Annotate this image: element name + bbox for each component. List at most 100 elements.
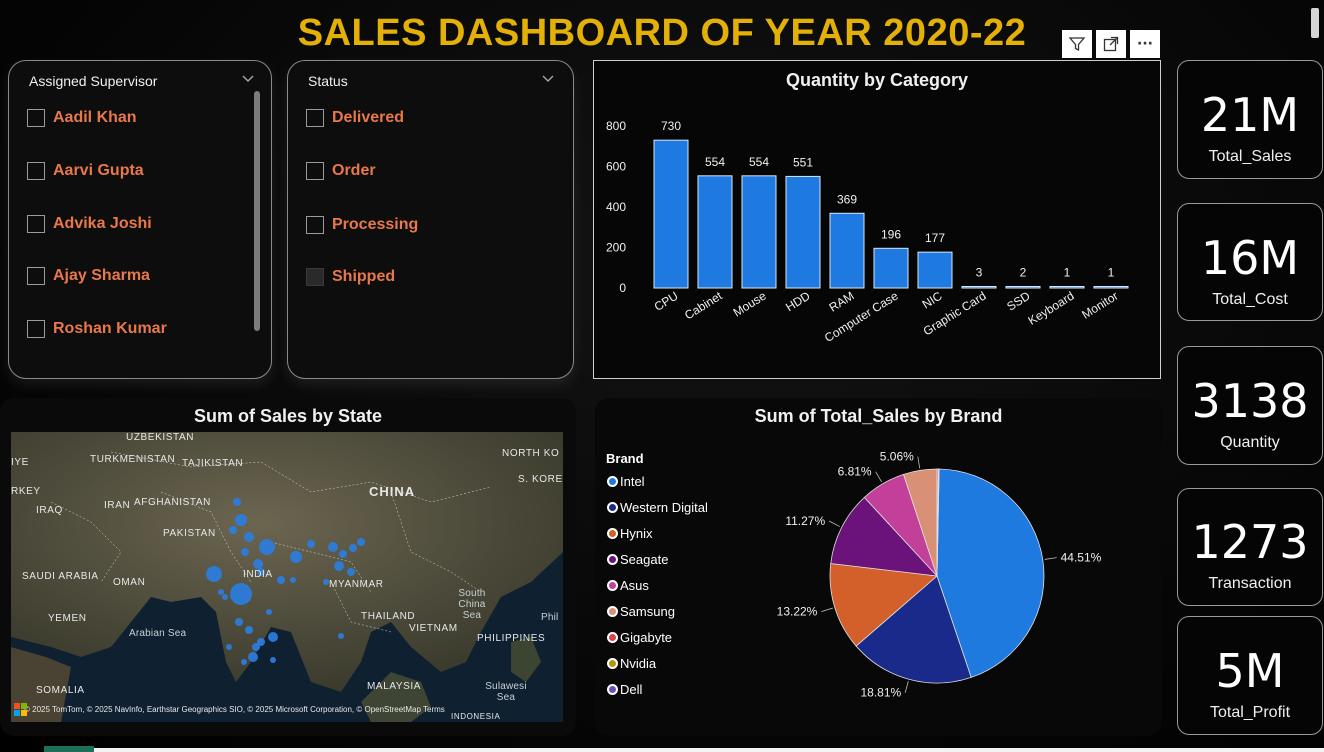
pie-chart: 44.51% 18.81% 13.22% 11.27% 6.81% 5.06% — [777, 450, 1102, 700]
data-label: 2 — [1020, 266, 1027, 280]
map-label-oman: OMAN — [113, 577, 146, 588]
legend-item[interactable]: Dell — [607, 682, 642, 697]
leader-line — [1044, 557, 1057, 560]
map-label-myanmar: MYANMAR — [329, 579, 384, 590]
legend-item[interactable]: Seagate — [607, 552, 668, 567]
legend-item[interactable]: Samsung — [607, 604, 675, 619]
sales-bubble — [339, 550, 347, 558]
chart-title: Quantity by Category — [785, 70, 969, 90]
slicer-item-order[interactable]: Order — [306, 162, 376, 180]
checkbox[interactable] — [306, 216, 324, 234]
sales-bubble — [290, 551, 302, 563]
slicer-item-ajay-sharma[interactable]: Ajay Sharma — [27, 267, 150, 285]
border-lines — [50, 451, 492, 633]
map-attribution[interactable]: © 2025 TomTom, © 2025 NavInfo, Earthstar… — [24, 705, 445, 714]
map-label-iraq: IRAQ — [36, 505, 63, 516]
dashboard-title: SALES DASHBOARD OF YEAR 2020-22 — [297, 12, 1027, 54]
legend-label: Dell — [620, 682, 643, 697]
data-label: 18.81% — [860, 686, 901, 700]
data-label: 1 — [1064, 266, 1071, 280]
sales-bubble — [241, 659, 247, 665]
legend-label: Nvidia — [620, 656, 657, 671]
chevron-down-icon[interactable] — [541, 72, 555, 86]
slicer-item-advika-joshi[interactable]: Advika Joshi — [27, 215, 152, 233]
legend-marker — [607, 684, 618, 695]
sales-bubble — [270, 657, 276, 663]
legend-marker — [607, 632, 618, 643]
bar — [961, 286, 997, 289]
legend-item[interactable]: Western Digital — [607, 500, 708, 515]
bar — [873, 247, 909, 289]
map-canvas[interactable] — [11, 432, 563, 722]
legend-item[interactable]: Gigabyte — [607, 630, 672, 645]
data-label: 554 — [749, 155, 769, 169]
kpi-label: Total_Cost — [1212, 291, 1288, 308]
page-scrollbar[interactable] — [1311, 8, 1319, 38]
map-label-thailand: THAILAND — [361, 611, 416, 622]
focus-mode-icon[interactable] — [1096, 30, 1126, 58]
y-tick-label: 400 — [606, 200, 626, 214]
data-label: 1 — [1108, 266, 1115, 280]
checkbox[interactable] — [27, 215, 45, 233]
slicer-item-roshan-kumar[interactable]: Roshan Kumar — [27, 320, 167, 338]
kpi-card-quantity: 3138 Quantity — [1177, 346, 1323, 465]
checkbox[interactable] — [27, 320, 45, 338]
page-tab-bar — [94, 748, 1324, 752]
checkbox[interactable] — [306, 162, 324, 180]
sales-bubble — [323, 579, 329, 585]
slicer-item-delivered[interactable]: Delivered — [306, 109, 404, 127]
legend-item[interactable]: Hynix — [607, 526, 653, 541]
sales-bubble — [257, 638, 265, 646]
checkbox[interactable] — [306, 268, 324, 286]
sales-bubbles — [206, 498, 365, 665]
legend-item[interactable]: Nvidia — [607, 656, 656, 671]
checkbox[interactable] — [27, 162, 45, 180]
legend-item[interactable]: Intel — [607, 474, 645, 489]
map-label-south-korea: S. KORE — [518, 474, 563, 485]
slicer-item-label: Delivered — [332, 109, 405, 126]
more-options-icon[interactable]: ··· — [1130, 30, 1160, 58]
data-label: 551 — [793, 155, 813, 169]
slicer-scrollbar[interactable] — [254, 91, 260, 331]
land-southeast-asia — [361, 672, 431, 722]
sales-bubble — [266, 609, 272, 615]
slicer-item-label: Shipped — [332, 268, 396, 285]
checkbox[interactable] — [27, 109, 45, 127]
sales-bubble — [259, 539, 275, 555]
slicer-item-aadil-khan[interactable]: Aadil Khan — [27, 109, 137, 127]
map-label-malaysia: MALAYSIA — [367, 681, 422, 692]
legend-marker — [607, 554, 618, 565]
slicer-item-processing[interactable]: Processing — [306, 216, 418, 234]
x-tick-label: Keyboard — [1026, 289, 1077, 328]
visual-toolbar: ··· — [1062, 30, 1160, 58]
map-label-afghanistan: AFGHANISTAN — [134, 497, 211, 508]
page-tab[interactable] — [44, 746, 94, 752]
sales-bubble — [235, 514, 247, 526]
legend-item[interactable]: Asus — [607, 578, 649, 593]
legend-label: Samsung — [620, 604, 675, 619]
y-tick-label: 200 — [606, 241, 626, 255]
bar — [653, 139, 689, 289]
checkbox[interactable] — [306, 109, 324, 127]
sales-bubble — [230, 583, 252, 605]
sales-bubble — [206, 566, 222, 582]
pie-slice — [936, 468, 940, 577]
kpi-value: 3138 — [1191, 374, 1309, 428]
sales-bubble — [334, 561, 344, 571]
slicer-item-label: Roshan Kumar — [53, 320, 167, 337]
pie-slice — [829, 563, 938, 647]
x-tick-label: HDD — [783, 288, 813, 314]
map-label-rkey: RKEY — [11, 486, 41, 497]
filter-icon[interactable] — [1062, 30, 1092, 58]
land-mass — [11, 432, 563, 692]
chevron-down-icon[interactable] — [241, 72, 255, 86]
slicer-item-label: Processing — [332, 216, 419, 233]
legend-marker — [607, 658, 618, 669]
slicer-item-shipped[interactable]: Shipped — [306, 268, 395, 286]
slicer-item-aarvi-gupta[interactable]: Aarvi Gupta — [27, 162, 144, 180]
legend-label: Hynix — [620, 526, 653, 541]
map-label-arabian-sea: Arabian Sea — [129, 628, 187, 639]
sales-bubble — [357, 538, 365, 546]
status-slicer: Status Delivered Order Processing Shippe… — [287, 60, 574, 379]
checkbox[interactable] — [27, 267, 45, 285]
